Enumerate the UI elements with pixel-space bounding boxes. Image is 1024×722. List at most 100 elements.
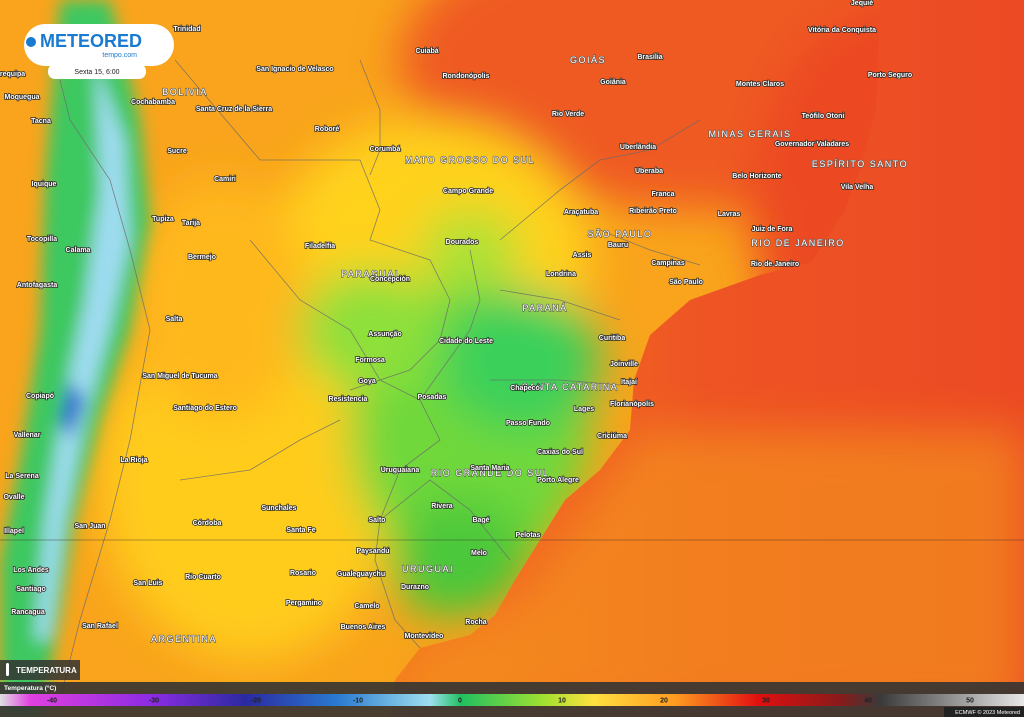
place-label: Melo <box>471 550 487 557</box>
place-label: Santiago <box>16 586 46 593</box>
place-label: San Rafael <box>82 623 118 630</box>
place-label: Porto Seguro <box>868 72 912 79</box>
place-label: Rivera <box>431 503 453 510</box>
scale-tick: -20 <box>251 698 261 705</box>
forecast-time: Sexta 15, 6:00 <box>74 69 119 76</box>
place-label: Joinville <box>610 361 638 368</box>
region-label: ESPÍRITO SANTO <box>812 159 908 169</box>
place-label: Sucre <box>167 148 187 155</box>
place-label: Rio Verde <box>552 111 584 118</box>
place-label: Araçatuba <box>564 209 598 216</box>
place-label: Franca <box>652 191 675 198</box>
place-label: Passo Fundo <box>506 420 550 427</box>
place-label: Bauru <box>608 242 628 249</box>
legend-title-box <box>0 660 80 680</box>
place-label: Pelotas <box>516 532 541 539</box>
place-label: Concepción <box>370 276 410 283</box>
place-label: Buenos Aires <box>341 624 386 631</box>
place-label: Salta <box>166 316 183 323</box>
place-label: Tacna <box>31 118 51 125</box>
place-label: Rocha <box>465 619 487 626</box>
region-label: ARGENTINA <box>151 634 217 644</box>
region-label: URUGUAI <box>402 564 454 574</box>
region-label: SANTA CATARINA <box>522 382 619 392</box>
place-label: Filadelfia <box>305 243 335 250</box>
place-label: Campinas <box>651 260 685 267</box>
labels: BOLIVIA PARAGUAI MATO GROSSO DO SUL GOIÁS MI… <box>0 0 913 645</box>
legend-title: TEMPERATURA <box>16 666 77 675</box>
place-label: Sunchales <box>261 505 296 512</box>
place-label: Vitória da Conquista <box>808 27 876 34</box>
place-label: Santa Maria <box>470 465 509 472</box>
region-label: MINAS GERAIS <box>708 129 791 139</box>
place-label: Arequipa <box>0 71 25 78</box>
place-label: Assunção <box>368 331 401 338</box>
place-label: Belo Horizonte <box>732 173 781 180</box>
place-label: Tarija <box>182 220 200 227</box>
place-label: Durazno <box>401 584 429 591</box>
place-label: Bagé <box>472 517 489 524</box>
place-label: Vallenar <box>14 432 41 439</box>
place-label: Campo Grande <box>443 188 493 195</box>
place-label: San Luis <box>133 580 162 587</box>
scale-tick: 0 <box>458 698 462 705</box>
borders <box>0 59 1024 701</box>
place-label: Criciúma <box>597 433 627 440</box>
place-label: Rio de Janeiro <box>751 261 799 268</box>
legend-unit: Temperatura (°C) <box>4 684 56 692</box>
place-label: Antofagasta <box>17 282 58 289</box>
place-label: Camiri <box>214 176 236 183</box>
scale-tick: -40 <box>47 698 57 705</box>
place-label: Cidade do Leste <box>439 338 493 345</box>
place-label: Posadas <box>418 394 447 401</box>
place-label: Trinidad <box>173 26 200 33</box>
place-label: Juiz de Fora <box>752 226 793 233</box>
place-label: Brasília <box>637 54 662 61</box>
brand: METEORED <box>40 31 142 51</box>
place-label: Assis <box>573 252 592 259</box>
place-label: Moquegua <box>5 94 40 101</box>
thermometer-icon <box>6 663 9 676</box>
place-label: São Paulo <box>669 279 703 286</box>
place-label: La Rioja <box>120 457 147 464</box>
place-label: Vila Velha <box>841 184 874 191</box>
place-label: Gualeguaychu <box>337 571 385 578</box>
place-label: Resistencia <box>329 396 368 403</box>
place-label: Teófilo Otoni <box>802 113 845 120</box>
place-label: Salto <box>368 517 385 524</box>
place-label: Dourados <box>446 239 479 246</box>
place-label: Goiânia <box>600 79 626 86</box>
place-label: Cuiabá <box>415 48 438 55</box>
place-label: Corumbá <box>370 146 401 153</box>
place-label: Rondonópolis <box>442 73 489 80</box>
place-label: Florianópolis <box>610 401 654 408</box>
place-label: Porto Alegre <box>537 477 579 484</box>
place-label: Caxias do Sul <box>537 449 583 456</box>
scale-tick: -10 <box>353 698 363 705</box>
place-label: Lages <box>574 406 594 413</box>
place-label: La Serena <box>5 473 39 480</box>
region-label: SÃO PAULO <box>588 229 653 239</box>
legend: TEMPERATURA Temperatura (°C) -40 -30 -20 -1… <box>0 660 1024 717</box>
place-label: Chapecó <box>510 385 540 392</box>
place-label: Cochabamba <box>131 99 175 106</box>
color-scale <box>0 694 1024 706</box>
place-label: Curitiba <box>599 335 626 342</box>
place-label: Pergamino <box>286 600 322 607</box>
place-label: Lavras <box>718 211 741 218</box>
place-label: Iquique <box>32 181 57 188</box>
scale-tick: 50 <box>966 698 974 705</box>
region-label: GOIÁS <box>570 55 606 65</box>
region-label: PARANÁ <box>522 303 567 313</box>
place-label: San Ignacio de Velasco <box>256 66 333 73</box>
place-label: Calama <box>66 247 91 254</box>
place-label: Ribeirão Preto <box>629 208 677 215</box>
place-label: Tupiza <box>152 216 174 223</box>
region-label: RIO DE JANEIRO <box>751 238 845 248</box>
scale-tick: 30 <box>762 698 770 705</box>
place-label: Londrina <box>546 271 576 278</box>
place-label: Los Andes <box>13 567 49 574</box>
place-label: Jequié <box>851 0 873 7</box>
